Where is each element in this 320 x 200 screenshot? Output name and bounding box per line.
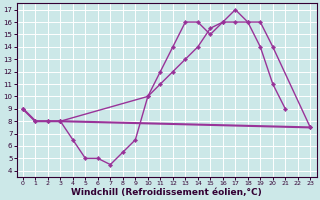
X-axis label: Windchill (Refroidissement éolien,°C): Windchill (Refroidissement éolien,°C) — [71, 188, 262, 197]
